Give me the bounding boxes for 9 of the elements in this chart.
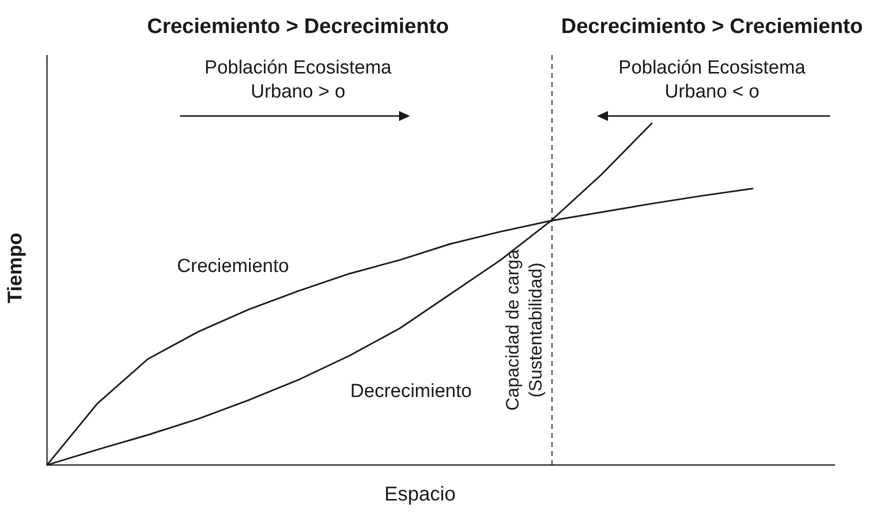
series-label: Decrecimiento	[350, 381, 472, 403]
text: Creciemiento > Decrecimiento	[147, 15, 449, 39]
series-label: Creciemiento	[177, 256, 289, 278]
text: Población Ecosistema Urbano < o	[618, 56, 806, 104]
annotation: Capacidad de carga (Sustentabilidad)	[502, 248, 546, 413]
text: Población Ecosistema Urbano > o	[204, 56, 392, 104]
y-axis-title: Tiempo	[4, 232, 28, 304]
x-axis-title: Espacio	[384, 484, 456, 506]
text: Decrecimiento > Creciemiento	[561, 15, 863, 39]
